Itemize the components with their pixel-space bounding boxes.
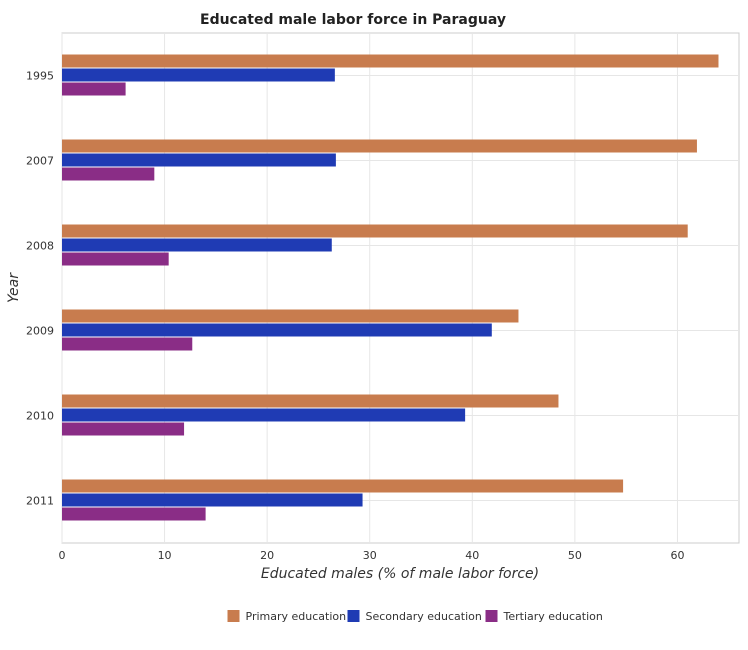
x-tick-label: 40 [465, 549, 479, 562]
y-tick-label: 2009 [26, 325, 54, 338]
y-tick-label: 1995 [26, 70, 54, 83]
bar-tertiary-education-2010 [62, 422, 185, 436]
legend-label: Tertiary education [503, 610, 603, 623]
legend-swatch [485, 610, 498, 622]
legend-swatch [347, 610, 360, 622]
y-tick-label: 2007 [26, 155, 54, 168]
bar-primary-education-2009 [62, 309, 519, 323]
bar-tertiary-education-1995 [62, 82, 126, 96]
bar-secondary-education-2009 [62, 323, 492, 337]
legend-swatch [227, 610, 240, 622]
y-tick-label: 2011 [26, 495, 54, 508]
bar-secondary-education-2007 [62, 153, 336, 167]
y-axis-ticks: 1995 2007 2008 2009 2010 2011 [26, 70, 54, 508]
x-tick-label: 30 [363, 549, 377, 562]
bar-secondary-education-2010 [62, 408, 466, 422]
bar-primary-education-2008 [62, 224, 688, 238]
x-axis-ticks: 0 10 20 30 40 50 60 [59, 549, 685, 562]
bar-primary-education-1995 [62, 54, 719, 68]
bar-tertiary-education-2009 [62, 337, 193, 351]
x-tick-label: 60 [670, 549, 684, 562]
bar-tertiary-education-2007 [62, 167, 155, 181]
legend: Primary education Secondary education Tert… [227, 610, 603, 623]
bar-secondary-education-2008 [62, 238, 332, 252]
x-tick-label: 20 [260, 549, 274, 562]
bars [62, 54, 719, 521]
y-axis-label: Year [6, 272, 22, 303]
plot-area [61, 32, 740, 544]
bar-secondary-education-1995 [62, 68, 335, 82]
bar-primary-education-2007 [62, 139, 697, 153]
bar-tertiary-education-2011 [62, 507, 206, 521]
bar-tertiary-education-2008 [62, 252, 169, 266]
x-tick-label: 0 [59, 549, 66, 562]
x-tick-label: 10 [158, 549, 172, 562]
x-axis-label: Educated males (% of male labor force) [261, 566, 539, 582]
x-tick-label: 50 [568, 549, 582, 562]
bar-primary-education-2010 [62, 394, 559, 408]
bar-primary-education-2011 [62, 479, 624, 493]
bar-secondary-education-2011 [62, 493, 363, 507]
chart-title: Educated male labor force in Paraguay [200, 12, 506, 28]
legend-label: Primary education [246, 610, 347, 623]
legend-label: Secondary education [366, 610, 482, 623]
y-tick-label: 2010 [26, 410, 54, 423]
y-tick-label: 2008 [26, 240, 54, 253]
